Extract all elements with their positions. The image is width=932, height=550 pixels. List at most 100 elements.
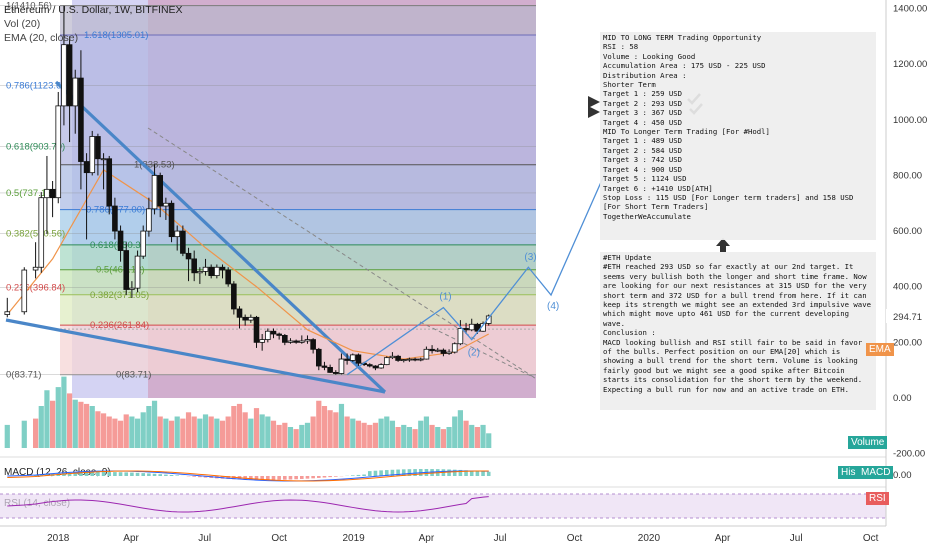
candle	[140, 225, 147, 259]
candle	[157, 172, 164, 218]
macd-hist-bar	[33, 475, 38, 476]
volume-bar	[202, 414, 209, 448]
candle	[197, 267, 203, 284]
macd-hist-bar	[305, 476, 310, 479]
fib-right-label: 0.618(550.3)	[90, 240, 144, 251]
candle-body	[129, 287, 135, 290]
time-tick-label: 2018	[47, 533, 70, 544]
volume-bar	[225, 416, 231, 448]
candle	[163, 197, 169, 220]
macd-hist-bar	[67, 472, 72, 476]
volume-bar	[384, 416, 390, 448]
candle-body	[457, 328, 464, 345]
candle	[434, 347, 441, 353]
rsi-line	[7, 496, 489, 513]
volume-bar	[44, 390, 50, 448]
volume-bar	[89, 406, 95, 448]
candle-body	[95, 136, 101, 160]
candle-body	[214, 266, 220, 276]
macd-hist-bar	[113, 472, 117, 476]
candle	[395, 354, 401, 362]
volume-bar	[480, 424, 486, 448]
volume-bar	[180, 418, 186, 448]
candle	[253, 315, 260, 348]
candle-body	[231, 283, 237, 310]
note-line: Target 3 : 367 USD	[603, 108, 683, 118]
volume-bar	[372, 422, 379, 448]
candle	[151, 164, 158, 215]
volume-bar	[83, 403, 90, 448]
candle	[446, 349, 452, 355]
time-tick-label: Oct	[567, 533, 583, 544]
candle-body	[225, 269, 231, 285]
fib-band	[60, 325, 536, 375]
candle-body	[259, 339, 265, 343]
candle-body	[434, 349, 441, 352]
candle-body	[287, 340, 294, 343]
volume-bar	[4, 424, 10, 448]
volume-bar	[112, 418, 118, 448]
volume-bar	[242, 412, 248, 448]
fib-left-label: 0.236(396.84)	[6, 283, 65, 294]
candle	[123, 242, 130, 296]
macd-hist-bar	[300, 476, 304, 479]
candle	[423, 346, 430, 360]
candle-body	[468, 323, 475, 331]
candle-body	[49, 188, 56, 199]
candle-body	[197, 271, 203, 274]
wave-label: (3)	[524, 252, 536, 263]
volume-bar	[327, 410, 333, 448]
volume-bar	[168, 420, 175, 448]
volume-bar	[129, 416, 135, 448]
volume-badge: Volume	[848, 436, 888, 449]
candle	[440, 348, 447, 357]
candle-body	[140, 230, 147, 257]
arrow-up-stem	[720, 246, 726, 252]
macd-hist-bar	[288, 476, 293, 480]
candle	[202, 258, 209, 276]
candle-body	[123, 250, 130, 290]
candle	[265, 328, 271, 343]
macd-hist-bar	[249, 476, 253, 480]
candle	[310, 338, 316, 354]
volume-bar	[299, 424, 305, 448]
candle	[412, 357, 418, 362]
time-tick-label: 2020	[638, 533, 661, 544]
candle-body	[151, 175, 158, 210]
volume-bar	[321, 406, 328, 448]
macd-hist-bar	[333, 476, 338, 477]
candle	[225, 267, 231, 287]
volume-bar	[140, 412, 146, 448]
macd-hist-bar	[413, 469, 417, 476]
note-line: Target 6 : +1410 USD[ATH]	[603, 183, 713, 193]
note-line: Volume : Looking Good	[603, 51, 696, 61]
candle	[66, 36, 73, 143]
candle-body	[106, 158, 113, 207]
volume-bar	[55, 387, 61, 448]
macd-hist-bar	[226, 476, 230, 480]
volume-bar	[236, 403, 243, 448]
macd-signal-line	[7, 470, 489, 482]
candle-body	[440, 349, 447, 354]
candle-body	[327, 366, 333, 373]
candle	[270, 328, 277, 339]
macd-hist-bar	[469, 470, 474, 476]
macd-hist-bar	[464, 470, 468, 476]
price-tick-label: 600.00	[893, 226, 922, 237]
candle	[129, 281, 135, 298]
candle-body	[168, 202, 175, 238]
volume-bar	[157, 416, 163, 448]
candle	[21, 267, 28, 315]
candle	[219, 264, 226, 279]
volume-bar	[231, 406, 237, 448]
candle	[429, 345, 435, 354]
macd-hist-bar	[362, 474, 366, 476]
candle-body	[474, 323, 481, 332]
wave-label: (1)	[439, 292, 451, 303]
candle-body	[4, 311, 11, 315]
volume-bar	[95, 411, 101, 448]
candle-body	[253, 316, 260, 343]
ema-legend: EMA (20, close)	[4, 32, 79, 44]
candle	[276, 332, 282, 340]
